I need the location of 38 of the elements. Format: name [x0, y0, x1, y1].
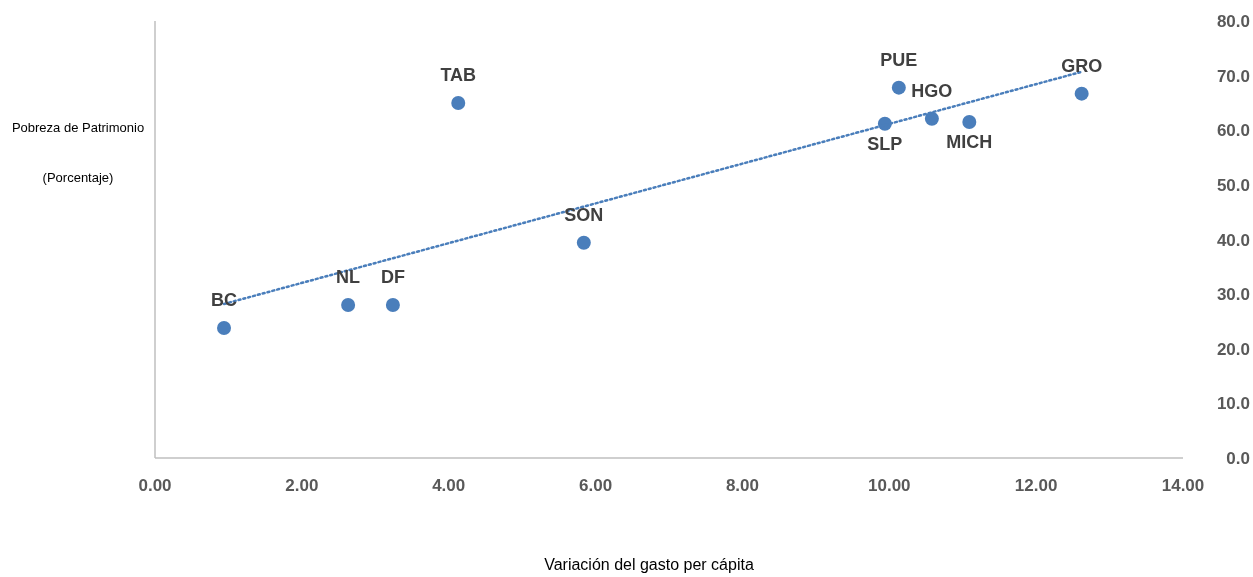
x-tick-label: 10.00	[868, 476, 911, 495]
point	[576, 235, 591, 250]
annotation: SLP	[867, 133, 903, 154]
annotation: MICH	[946, 132, 993, 153]
y-tick-label: 60.0	[1216, 121, 1250, 141]
x-axis-title: Variación del gasto per cápita	[544, 556, 754, 573]
y-tick-label: 70.0	[1216, 66, 1250, 86]
point	[217, 320, 232, 335]
x-tick-label: 2.00	[285, 476, 319, 495]
text: Pobreza de Patrimonio (Porcentaje)	[11, 120, 145, 185]
annotation: TAB	[440, 64, 477, 85]
y-tick-label: 80.0	[1216, 12, 1250, 31]
annotation: HGO	[911, 80, 953, 101]
point	[962, 115, 977, 130]
x-tick-label: 12.00	[1014, 476, 1058, 495]
y-tick-label: 0.0	[1226, 449, 1250, 468]
y-tick-label: 40.0	[1216, 230, 1250, 250]
y-tick-label: 30.0	[1216, 285, 1250, 305]
annotation: NL	[336, 267, 361, 288]
x-tick-label: 14.00	[1161, 476, 1205, 495]
y-tick-label: 20.0	[1216, 339, 1250, 359]
x-tick-label: 6.00	[579, 476, 613, 495]
x-tick-label: 8.00	[725, 476, 759, 495]
annotation: PUE	[880, 49, 918, 70]
point	[385, 298, 400, 313]
point	[341, 298, 356, 313]
y-tick-label: 50.0	[1216, 175, 1250, 195]
point	[924, 111, 939, 126]
x-tick-label: 0.00	[138, 476, 172, 495]
point	[1074, 86, 1089, 101]
annotation: SON	[564, 204, 604, 225]
y-tick-label: 10.0	[1216, 394, 1250, 414]
annotation: BC	[211, 289, 238, 310]
x-tick-label: 4.00	[432, 476, 466, 495]
annotation: GRO	[1061, 55, 1103, 76]
point	[451, 95, 466, 110]
annotation: DF	[380, 267, 405, 288]
point	[891, 80, 906, 95]
